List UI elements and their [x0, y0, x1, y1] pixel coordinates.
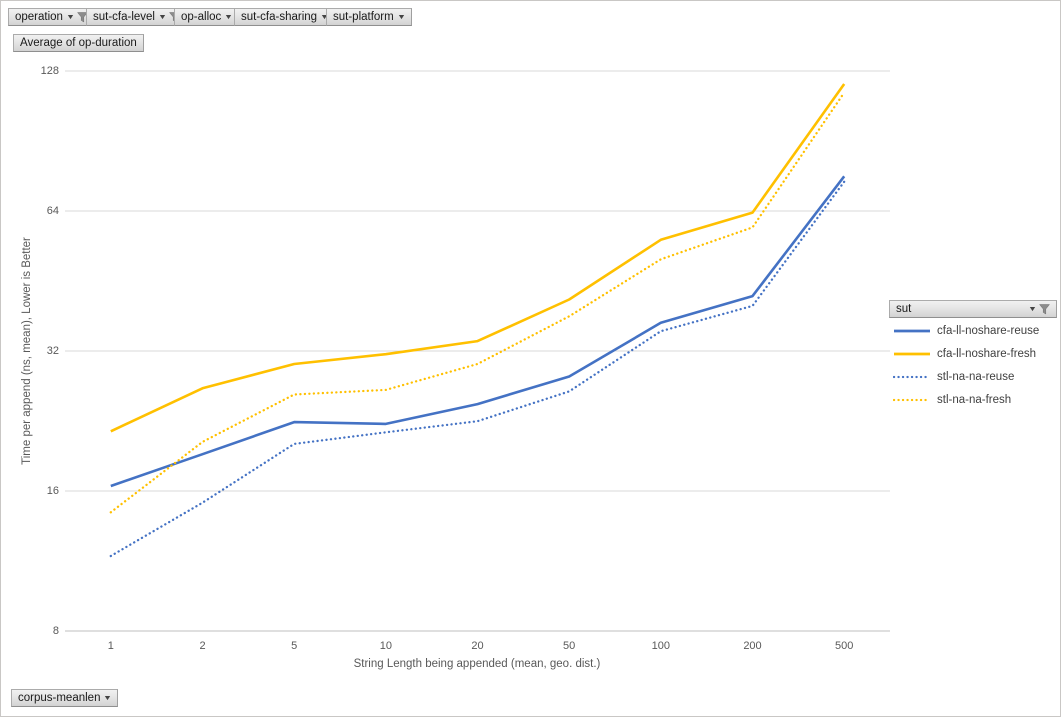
x-tick-label-50: 50 — [563, 640, 576, 652]
filter-icon — [1039, 303, 1050, 314]
x-tick-label-5: 5 — [291, 640, 298, 652]
legend-item-cfa-ll-noshare-fresh: cfa-ll-noshare-fresh — [893, 342, 1059, 365]
y-tick-label-64: 64 — [46, 204, 59, 217]
legend-item-cfa-ll-noshare-reuse: cfa-ll-noshare-reuse — [893, 319, 1059, 342]
legend-item-label: stl-na-na-fresh — [937, 393, 1012, 406]
filter-button-label: op-alloc — [181, 11, 222, 23]
x-tick-label-10: 10 — [379, 640, 392, 652]
legend-field-button[interactable]: sut ▼ — [889, 300, 1057, 318]
dropdown-arrow-icon: ▼ — [1028, 305, 1038, 313]
filter-button-corpus-meanlen[interactable]: corpus-meanlen ▼ — [11, 689, 119, 707]
dropdown-arrow-icon: ▼ — [65, 13, 75, 21]
x-tick-label-20: 20 — [471, 640, 484, 652]
series-line-stl-na-na-fresh — [109, 91, 846, 514]
filter-button-label: corpus-meanlen — [18, 692, 101, 704]
legend-item-label: stl-na-na-reuse — [937, 370, 1015, 383]
dropdown-arrow-icon: ▼ — [396, 13, 406, 21]
legend-line-sample — [894, 329, 930, 332]
y-tick-label-128: 128 — [40, 64, 59, 77]
filter-button-sut-cfa-sharing[interactable]: sut-cfa-sharing ▼ — [234, 8, 335, 26]
legend-field-label: sut — [896, 303, 912, 315]
x-tick-label-200: 200 — [743, 640, 762, 652]
dropdown-arrow-icon: ▼ — [157, 13, 167, 21]
legend-item-stl-na-na-fresh: stl-na-na-fresh — [893, 388, 1059, 411]
filter-button-sut-platform[interactable]: sut-platform ▼ — [326, 8, 412, 26]
filter-button-sut-cfa-level[interactable]: sut-cfa-level ▼ — [86, 8, 187, 26]
x-tick-label-1: 1 — [107, 640, 114, 652]
dropdown-arrow-icon: ▼ — [320, 13, 330, 21]
y-tick-label-16: 16 — [46, 484, 59, 497]
value-field-button[interactable]: Average of op-duration — [13, 34, 144, 52]
legend-item-stl-na-na-reuse: stl-na-na-reuse — [893, 365, 1059, 388]
chart-legend: cfa-ll-noshare-reuse cfa-ll-noshare-fresh… — [893, 319, 1059, 411]
legend-item-label: cfa-ll-noshare-reuse — [937, 324, 1040, 337]
value-field-label: Average of op-duration — [20, 37, 137, 49]
series-line-cfa-ll-noshare-reuse — [110, 175, 846, 488]
filter-button-operation[interactable]: operation ▼ — [8, 8, 95, 26]
y-axis-title: Time per append (ns, mean), Lower is Bet… — [21, 237, 33, 465]
series-line-cfa-ll-noshare-fresh — [110, 83, 846, 433]
y-tick-label-8: 8 — [52, 624, 59, 637]
x-tick-label-500: 500 — [834, 640, 854, 652]
legend-line-sample — [893, 375, 931, 378]
x-tick-label-2: 2 — [199, 640, 206, 652]
filter-button-label: sut-platform — [333, 11, 394, 23]
legend-item-label: cfa-ll-noshare-fresh — [937, 347, 1037, 360]
x-tick-label-100: 100 — [651, 640, 670, 652]
dropdown-arrow-icon: ▼ — [103, 694, 113, 702]
y-tick-label-32: 32 — [46, 344, 59, 357]
filter-button-label: sut-cfa-level — [93, 11, 155, 23]
dropdown-arrow-icon: ▼ — [224, 13, 234, 21]
filter-button-label: sut-cfa-sharing — [241, 11, 318, 23]
x-axis-title: String Length being appended (mean, geo.… — [353, 658, 601, 670]
filter-button-op-alloc[interactable]: op-alloc ▼ — [174, 8, 240, 26]
filter-button-label: operation — [15, 11, 63, 23]
series-line-stl-na-na-reuse — [109, 180, 846, 558]
legend-line-sample — [894, 352, 930, 355]
legend-line-sample — [893, 398, 931, 401]
